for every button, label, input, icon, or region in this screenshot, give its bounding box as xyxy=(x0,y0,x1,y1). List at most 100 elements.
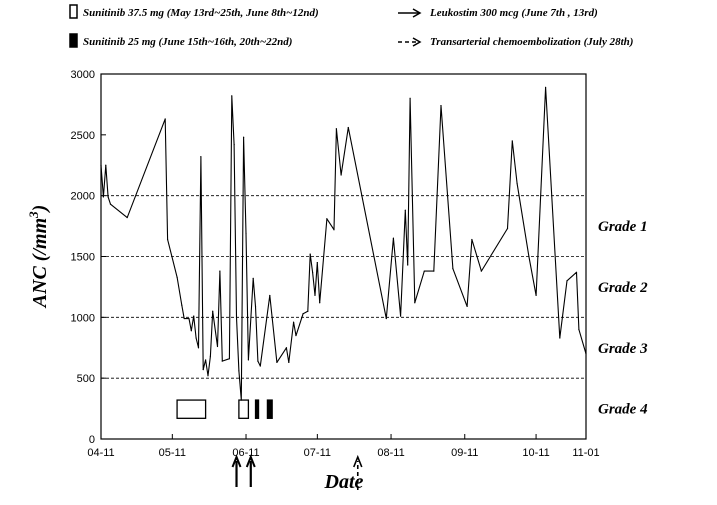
event-arrow-solid-1 xyxy=(245,454,256,487)
data-point-57 xyxy=(392,237,395,239)
data-point-63 xyxy=(423,270,425,272)
data-point-17 xyxy=(202,369,204,371)
anc-line-0 xyxy=(100,86,587,401)
data-point-14 xyxy=(195,337,197,339)
x-tick-label-10-11: 10-11 xyxy=(522,447,549,459)
legend-label-leukostim: Leukostim 300 mcg (June 7th , 13rd) xyxy=(429,7,598,19)
data-point-64 xyxy=(433,270,435,272)
grade-label-3: Grade 3 xyxy=(598,341,648,357)
data-point-24 xyxy=(221,360,223,362)
data-point-48 xyxy=(314,294,316,297)
x-tick-label-04-11: 04-11 xyxy=(87,447,114,459)
data-point-28 xyxy=(235,316,238,318)
data-point-50 xyxy=(319,302,321,304)
data-point-20 xyxy=(209,355,211,357)
treatment-bar-open-0 xyxy=(176,399,207,419)
y-ticks: 0 500 1000 1500 2000 2500 3000 xyxy=(71,69,106,446)
legend-label-tace: Transarterial chemoembolization (July 28… xyxy=(430,36,633,48)
data-point-49 xyxy=(316,261,318,264)
legend-solid-arrow-marker xyxy=(398,8,422,18)
data-point-37 xyxy=(259,365,261,367)
data-point-13 xyxy=(193,315,195,317)
gridlines xyxy=(101,195,586,379)
x-tick-label-05-11: 05-11 xyxy=(159,447,186,459)
data-point-66 xyxy=(452,268,454,270)
y-tick-label-1500: 1500 xyxy=(71,252,95,264)
data-point-6 xyxy=(164,118,166,120)
data-point-7 xyxy=(166,238,169,241)
y-tick-label-500: 500 xyxy=(77,373,95,385)
data-point-74 xyxy=(535,294,537,297)
data-point-32 xyxy=(245,232,247,234)
data-point-46 xyxy=(309,253,311,255)
data-point-35 xyxy=(254,305,257,307)
data-point-31 xyxy=(243,136,245,138)
data-point-47 xyxy=(311,271,314,273)
arrow-head xyxy=(245,454,256,468)
data-point-36 xyxy=(257,360,259,362)
data-point-69 xyxy=(480,270,482,272)
data-point-70 xyxy=(506,227,509,230)
grade-label-4: Grade 4 xyxy=(598,402,648,418)
data-point-5 xyxy=(126,216,128,219)
y-tick-label-0: 0 xyxy=(89,434,95,446)
data-point-62 xyxy=(414,302,416,304)
data-point-39 xyxy=(276,361,278,363)
data-point-29 xyxy=(238,370,240,372)
arrow-head xyxy=(231,454,242,468)
legend-dashed-arrow-marker xyxy=(398,37,422,47)
data-point-76 xyxy=(559,337,561,339)
data-point-53 xyxy=(335,128,337,130)
grade-label-1: Grade 1 xyxy=(598,219,648,235)
data-point-59 xyxy=(404,209,406,211)
legend-open-bar-marker xyxy=(69,4,78,19)
data-point-9 xyxy=(181,304,183,306)
data-point-23 xyxy=(219,270,221,272)
data-point-77 xyxy=(566,280,568,282)
data-point-67 xyxy=(466,305,468,307)
data-point-26 xyxy=(231,95,233,97)
data-point-51 xyxy=(326,218,328,220)
treatment-bar-open-1 xyxy=(238,399,250,419)
data-point-2 xyxy=(105,164,107,166)
data-point-72 xyxy=(516,182,518,185)
x-tick-label-09-11: 09-11 xyxy=(451,447,478,459)
arrow-head xyxy=(353,454,363,468)
y-tick-label-2500: 2500 xyxy=(71,130,95,142)
data-point-21 xyxy=(212,310,214,312)
y-axis-title: ANC (/mm3) xyxy=(26,205,51,310)
data-point-41 xyxy=(288,361,290,363)
data-point-34 xyxy=(252,277,254,279)
data-point-71 xyxy=(511,140,513,142)
data-point-44 xyxy=(302,313,304,315)
data-point-16 xyxy=(200,156,202,158)
data-point-33 xyxy=(247,359,250,361)
event-arrow-dashed-2 xyxy=(353,454,363,490)
data-point-61 xyxy=(409,97,411,99)
data-point-68 xyxy=(471,238,473,241)
data-point-11 xyxy=(188,317,190,320)
legend-label-sunitinib-37-5: Sunitinib 37.5 mg (May 13rd~25th, June 8… xyxy=(83,7,319,19)
data-point-22 xyxy=(216,345,219,348)
anc-series xyxy=(100,86,587,401)
data-point-27 xyxy=(233,143,235,146)
treatment-bar-filled-3 xyxy=(266,399,273,419)
y-tick-label-1000: 1000 xyxy=(71,312,95,324)
data-point-75 xyxy=(544,86,547,88)
data-point-19 xyxy=(207,375,209,377)
x-ticks: 04-11 05-11 06-11 07-11 08-11 09-11 10-11 11-01 xyxy=(87,434,600,459)
data-point-1 xyxy=(102,196,104,198)
data-point-79 xyxy=(578,328,580,331)
grade-label-2: Grade 2 xyxy=(598,280,648,296)
data-point-54 xyxy=(340,174,342,176)
x-tick-label-08-11: 08-11 xyxy=(377,447,404,459)
data-point-8 xyxy=(176,276,178,278)
data-point-73 xyxy=(528,255,530,258)
legend-filled-bar-marker xyxy=(69,33,78,48)
data-point-55 xyxy=(347,126,349,129)
data-point-45 xyxy=(307,310,309,312)
x-axis-title: Date xyxy=(324,471,364,493)
data-point-4 xyxy=(109,203,112,205)
data-point-58 xyxy=(399,315,402,317)
